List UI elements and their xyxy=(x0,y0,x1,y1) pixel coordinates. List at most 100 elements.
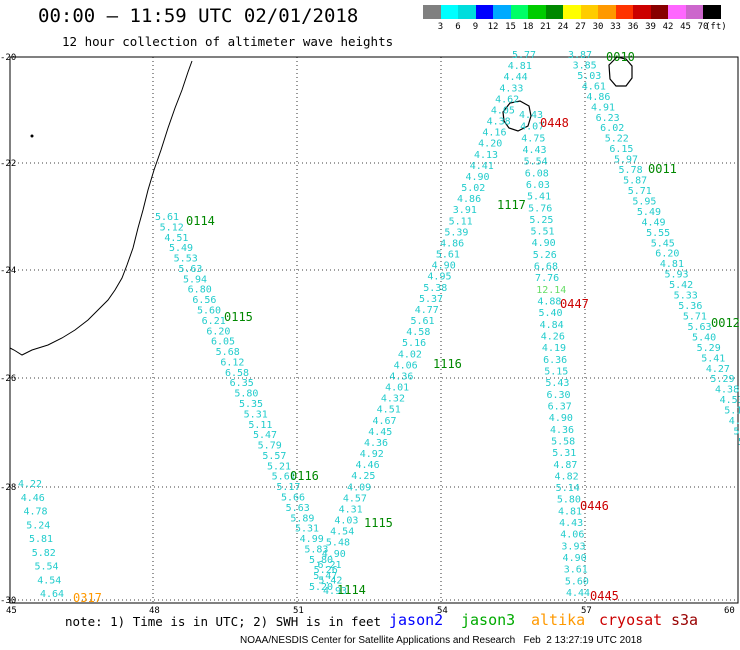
colorbar-swatch xyxy=(598,5,616,19)
wave-height-value: 5.89 xyxy=(290,513,314,524)
pass-label-0114: 0114 xyxy=(186,214,215,228)
colorbar-labels: 3 6 9 12 15 18 21 24 27 30 33 36 39 42 45 70 xyxy=(423,22,740,34)
wave-height-value: 6.05 xyxy=(211,337,235,348)
wave-height-value: 4.36 xyxy=(550,425,574,436)
colorbar-label: 27 xyxy=(575,22,586,32)
wave-height-value: 6.20 xyxy=(206,326,230,337)
wave-height-value: 5.48 xyxy=(326,538,350,549)
wave-height-value: 5.53 xyxy=(174,254,198,265)
wave-height-value: 4.26 xyxy=(541,332,565,343)
wave-height-value: 4.06 xyxy=(560,530,584,541)
wave-height-value: 5.22 xyxy=(605,134,629,145)
wave-height-value: 5.15 xyxy=(544,366,568,377)
wave-height-value: 6.37 xyxy=(548,401,572,412)
wave-height-value: 4.67 xyxy=(372,416,396,427)
wave-height-value: 4.43 xyxy=(559,518,583,529)
wave-height-value: 4.03 xyxy=(334,516,358,527)
wave-height-value: 7.76 xyxy=(535,273,559,284)
wave-height-value: 5.95 xyxy=(632,196,656,207)
wave-height-value: 5.02 xyxy=(461,183,485,194)
wave-height-value: 5.54 xyxy=(35,562,59,573)
wave-height-value: 6.68 xyxy=(534,262,558,273)
wave-height-value: 5.60 xyxy=(565,576,589,587)
wave-height-value: 4.81 xyxy=(508,61,532,72)
footer-credit: NOAA/NESDIS Center for Satellite Applica… xyxy=(240,635,642,646)
small-island xyxy=(30,134,34,138)
wave-height-value: 5.41 xyxy=(527,192,551,203)
colorbar-label: 24 xyxy=(557,22,569,32)
lat-tick-label: -30 xyxy=(0,596,16,606)
wave-height-value: 4.51 xyxy=(164,233,188,244)
pass-label-0317: 0317 xyxy=(73,591,102,605)
wave-height-value: 4.77 xyxy=(415,305,439,316)
wave-height-value: 3.93 xyxy=(561,541,585,552)
wave-height-value: 5.66 xyxy=(281,493,305,504)
wave-height-value: 5.81 xyxy=(29,534,53,545)
colorbar-swatch xyxy=(510,5,528,19)
colorbar-label: 15 xyxy=(505,22,516,32)
colorbar-swatch xyxy=(528,5,546,19)
wave-height-value: 6.21 xyxy=(202,316,226,327)
wave-height-value: 4.38 xyxy=(487,117,511,128)
wave-height-value: 5.47 xyxy=(253,430,277,441)
lon-tick-label: 51 xyxy=(293,606,304,616)
wave-height-value: 4.45 xyxy=(368,427,392,438)
wave-height-value: 5.29 xyxy=(710,374,734,385)
wave-height-value: 5.40 xyxy=(538,308,562,319)
wave-height-value: 4.06 xyxy=(394,360,418,371)
wave-height-value: 4.43 xyxy=(519,110,543,121)
wave-height-value: 5.63 xyxy=(687,322,711,333)
wave-height-value: 6.30 xyxy=(547,390,571,401)
wave-height-value: 5.21 xyxy=(267,461,291,472)
wave-height-value: 5.36 xyxy=(678,301,702,312)
wave-height-value: 6.08 xyxy=(525,168,549,179)
pass-label-0446: 0446 xyxy=(580,499,609,513)
colorbar-label: 6 xyxy=(455,22,461,32)
wave-height-value: 5.42 xyxy=(669,280,693,291)
wave-height-value: 5.94 xyxy=(183,274,207,285)
colorbar-swatch xyxy=(458,5,476,19)
lon-tick-label: 48 xyxy=(149,606,160,616)
wave-height-value: 5.51 xyxy=(530,227,554,238)
colorbar-label: 21 xyxy=(540,22,551,32)
wave-height-value: 4.22 xyxy=(18,479,42,490)
wave-height-value: 4.16 xyxy=(482,128,506,139)
wave-height-value: 4.31 xyxy=(339,504,363,515)
wave-height-value: 5.11 xyxy=(449,216,473,227)
colorbar-swatch xyxy=(685,5,703,19)
legend-s3a: s3a xyxy=(671,611,699,629)
wave-height-value: 5.39 xyxy=(444,227,468,238)
wave-height-value: 5.20 xyxy=(309,582,333,593)
wave-height-value: 5.83 xyxy=(304,544,328,555)
reunion-island xyxy=(502,100,532,132)
wave-height-value: 5.63 xyxy=(286,503,310,514)
wave-height-value: 4.88 xyxy=(537,297,561,308)
wave-height-value: 5.80 xyxy=(557,495,581,506)
wave-height-value: 4.75 xyxy=(521,133,545,144)
wave-height-value: 5.47 xyxy=(313,571,337,582)
colorbar-label: 39 xyxy=(645,22,656,32)
wave-height-value: 4.78 xyxy=(24,507,48,518)
wave-height-value: 4.99 xyxy=(300,534,324,545)
colorbar-label: 12 xyxy=(487,22,499,32)
wave-height-value: 6.56 xyxy=(192,295,216,306)
wave-height-value: 3.61 xyxy=(564,565,588,576)
wave-height-value: 4.36 xyxy=(364,438,388,449)
map-title: 00:00 – 11:59 UTC 02/01/2018 xyxy=(38,5,359,27)
wave-height-value: 5.77 xyxy=(512,50,536,61)
wave-height-value: 5.61 xyxy=(411,316,435,327)
wave-height-value: 4.20 xyxy=(478,139,502,150)
wave-height-value: 4.49 xyxy=(642,217,666,228)
wave-height-value: 5.55 xyxy=(646,228,670,239)
wave-height-value: 5.79 xyxy=(258,441,282,452)
wave-height-value: 5.42 xyxy=(318,576,342,587)
wave-height-value: 4.57 xyxy=(343,493,367,504)
pass-label-1117: 1117 xyxy=(497,198,526,212)
wave-height-value: 4.51 xyxy=(377,405,401,416)
pass-label-0116: 0116 xyxy=(290,469,319,483)
wave-height-value: 4.61 xyxy=(582,81,606,92)
wave-height-value: 6.58 xyxy=(225,368,249,379)
wave-height-value: 4.38 xyxy=(715,385,739,396)
pass-label-1114: 1114 xyxy=(337,583,366,597)
wave-height-value: 4.86 xyxy=(440,238,464,249)
